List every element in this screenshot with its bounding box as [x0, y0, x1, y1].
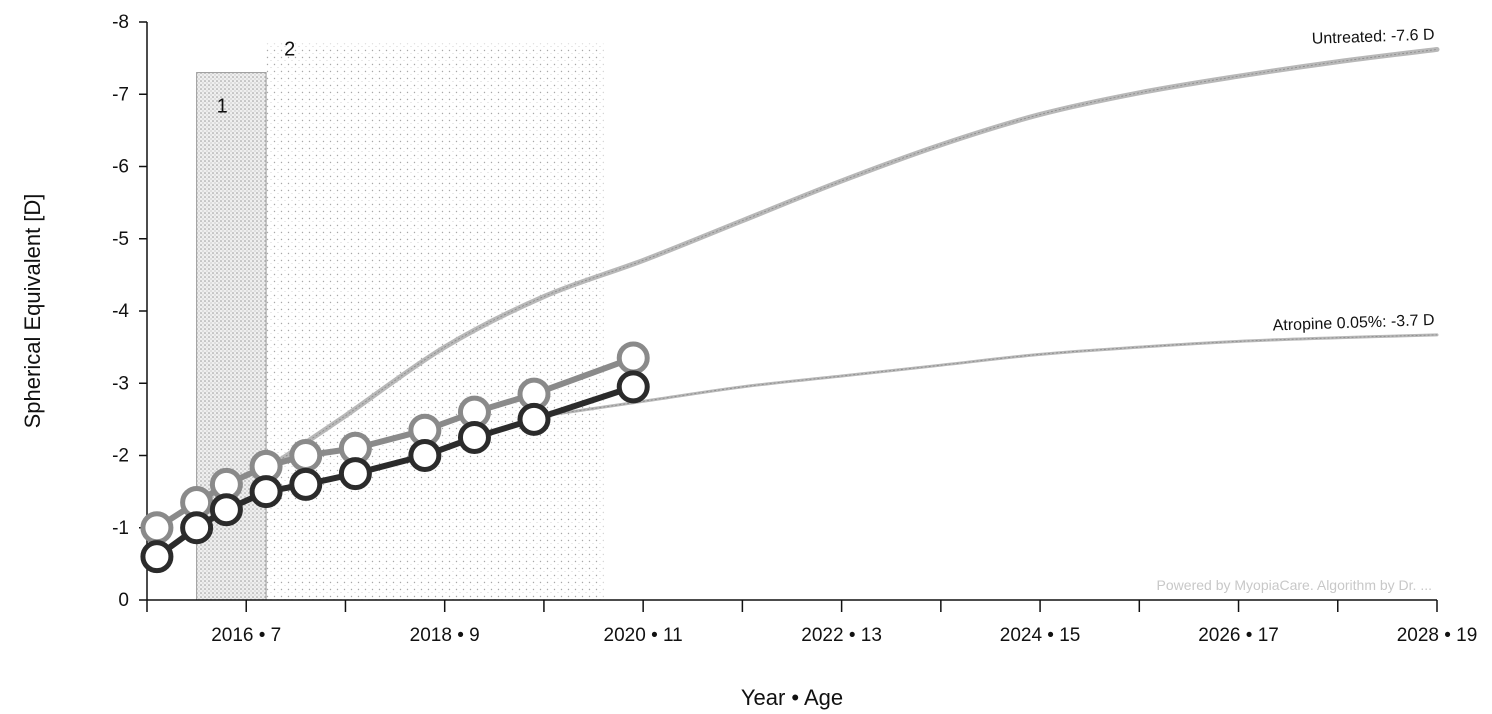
series-dark-point [209, 493, 243, 527]
zone-2-label: 2 [284, 39, 295, 61]
series-dark-point [517, 402, 551, 436]
series-gray-point [616, 341, 650, 375]
untreated-projection-label: Untreated: -7.6 D [1312, 27, 1435, 48]
y-tick-label: -2 [112, 446, 129, 467]
y-tick-label: -4 [112, 301, 129, 322]
y-tick-label: -1 [112, 518, 129, 539]
series-dark-point [289, 467, 323, 501]
treatment-zones: 21 [196, 39, 604, 601]
x-tick-label: 2026 • 17 [1198, 625, 1279, 646]
series-dark-point [140, 540, 174, 574]
x-tick-label: 2018 • 9 [410, 625, 480, 646]
atropine-projection-curve [542, 333, 1439, 418]
x-tick-label: 2024 • 15 [1000, 625, 1081, 646]
x-tick-label: 2022 • 13 [801, 625, 882, 646]
atropine-projection-label: Atropine 0.05%: -3.7 D [1272, 312, 1434, 335]
series-dark-line [155, 384, 635, 560]
zone-2-area [266, 43, 604, 601]
projection-curves: Untreated: -7.6 D Atropine 0.05%: -3.7 D [273, 27, 1440, 466]
x-axis-title: Year • Age [741, 685, 843, 710]
watermark-text: Powered by MyopiaCare. Algorithm by Dr. … [1157, 577, 1432, 593]
zone-1-label: 1 [217, 96, 228, 118]
series-dark-point [180, 511, 214, 545]
axes: 0 -1 -2 -3 -4 -5 -6 -7 -8 2016 • 7 2018 • 9 2020 • … [20, 12, 1477, 710]
atropine-projection-curve-texture [543, 334, 1438, 417]
series-gray-point [289, 439, 323, 472]
y-tick-label: -5 [112, 229, 129, 250]
series-dark-point [408, 439, 442, 472]
series-dark-point [338, 457, 372, 491]
y-tick-label: -8 [112, 12, 129, 33]
y-axis-title: Spherical Equivalent [D] [20, 194, 45, 429]
y-tick-label: -3 [112, 373, 129, 394]
measurement-series [140, 341, 650, 574]
x-tick-label: 2028 • 19 [1397, 625, 1478, 646]
series-gray-point [140, 511, 174, 545]
series-dark-point [249, 475, 283, 509]
y-tick-label: -7 [112, 84, 129, 105]
series-dark-point [457, 420, 491, 454]
untreated-projection-curve-texture [275, 49, 1438, 464]
chart-labels: Powered by MyopiaCare. Algorithm by Dr. … [1157, 577, 1432, 593]
series-gray-line [155, 355, 635, 531]
series-dark-point [616, 370, 650, 404]
y-tick-label: 0 [118, 590, 129, 611]
y-tick-label: -6 [112, 157, 129, 178]
x-tick-label: 2016 • 7 [211, 625, 281, 646]
x-tick-label: 2020 • 11 [604, 625, 683, 646]
